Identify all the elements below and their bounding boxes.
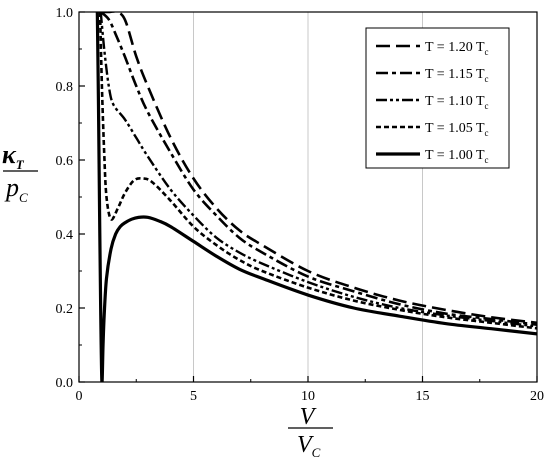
y-tick-label: 0.0	[56, 376, 74, 391]
series-layer	[95, 12, 537, 382]
x-label-denominator: VC	[297, 432, 321, 460]
legend-label: T = 1.05 Tc	[425, 121, 489, 138]
y-tick-label: 0.4	[56, 228, 74, 243]
tick-layer: 0 5 10 15 20 0.0 0.2 0.4 0.6 0.8 1.0	[56, 6, 545, 404]
y-tick-label: 0.2	[56, 302, 74, 317]
x-tick-label: 0	[76, 389, 83, 404]
y-label-numerator: κT	[2, 140, 25, 172]
y-tick-label: 1.0	[56, 6, 74, 21]
x-axis-label: V VC	[288, 404, 333, 460]
series-line-1	[100, 12, 537, 325]
x-tick-label: 10	[301, 389, 315, 404]
y-tick-label: 0.6	[56, 154, 74, 169]
series-line-5	[95, 12, 537, 382]
y-label-denominator: pC	[4, 173, 28, 205]
legend-box	[365, 27, 510, 169]
x-tick-label: 15	[416, 389, 430, 404]
y-tick-label: 0.8	[56, 80, 74, 95]
series-line-4	[98, 12, 537, 330]
legend-label: T = 1.00 Tc	[425, 148, 489, 165]
legend-label: T = 1.10 Tc	[425, 94, 489, 111]
legend-label: T = 1.20 Tc	[425, 40, 489, 57]
y-axis-label: κT pC	[2, 140, 38, 205]
series-line-3	[99, 12, 537, 328]
legend: T = 1.20 Tc T = 1.15 Tc T = 1.10 Tc T = 1.0…	[365, 27, 510, 169]
x-label-numerator: V	[300, 404, 317, 430]
x-tick-label: 5	[190, 389, 197, 404]
legend-label: T = 1.15 Tc	[425, 67, 489, 84]
x-tick-label: 20	[530, 389, 544, 404]
series-line-2	[99, 12, 537, 326]
